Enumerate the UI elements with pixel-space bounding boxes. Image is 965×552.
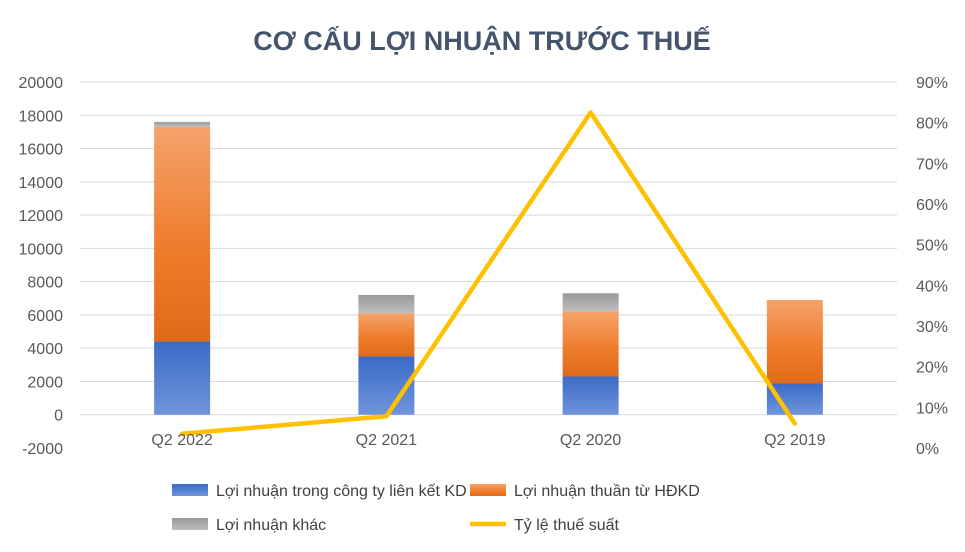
category-label: Q2 2020 [560, 432, 621, 449]
left-tick-label: 18000 [19, 108, 64, 125]
legend-swatch [172, 484, 208, 496]
right-tick-label: 0% [916, 441, 939, 458]
bar-segment [358, 313, 415, 357]
right-tick-label: 80% [916, 116, 948, 133]
left-tick-label: 10000 [19, 241, 64, 258]
legend-swatch [470, 484, 506, 496]
left-tick-label: 12000 [19, 208, 64, 225]
left-tick-label: 2000 [27, 374, 63, 391]
left-tick-label: 20000 [19, 75, 64, 92]
bar-segment [562, 293, 619, 312]
category-label: Q2 2022 [151, 432, 212, 449]
category-axis-ticks: Q2 2022 Q2 2021 Q2 2020 Q2 2019 [151, 432, 825, 449]
left-tick-label: 8000 [27, 275, 63, 292]
category-label: Q2 2021 [356, 432, 417, 449]
tax-rate-line-layer [179, 110, 798, 437]
left-tick-label: -2000 [22, 441, 63, 458]
legend-label: Tỷ lệ thuế suất [514, 517, 620, 534]
tax-rate-line [179, 110, 798, 437]
legend-label: Lợi nhuận thuần từ HĐKD [514, 483, 700, 500]
legend: Lợi nhuận trong công ty liên kết KD Lợi n… [172, 483, 700, 534]
gridlines [80, 81, 897, 416]
right-tick-label: 70% [916, 156, 948, 173]
left-tick-label: 16000 [19, 142, 64, 159]
right-tick-label: 60% [916, 197, 948, 214]
bar-segment [766, 383, 823, 415]
legend-label: Lợi nhuận trong công ty liên kết KD [216, 483, 467, 500]
bar-segment [358, 294, 415, 314]
right-tick-label: 20% [916, 360, 948, 377]
bar-segment [562, 376, 619, 415]
bar-segment [154, 126, 211, 342]
bar-segment [154, 121, 211, 127]
right-tick-label: 40% [916, 278, 948, 295]
legend-label: Lợi nhuận khác [216, 517, 326, 534]
bar-segment [154, 341, 211, 415]
right-tick-label: 10% [916, 400, 948, 417]
left-axis-ticks: -2000 0 2000 4000 6000 8000 10000 12000 14000 160… [19, 75, 64, 458]
bar-segment [562, 311, 619, 377]
right-axis-ticks: 0% 10% 20% 30% 40% 50% 60% 70% 80% 90% [916, 75, 948, 458]
right-tick-label: 50% [916, 238, 948, 255]
right-tick-label: 30% [916, 319, 948, 336]
bars [154, 121, 823, 415]
bar-segment [766, 299, 823, 384]
left-tick-label: 0 [54, 408, 63, 425]
chart-title: CƠ CẤU LỢI NHUẬN TRƯỚC THUẾ [253, 25, 710, 56]
left-tick-label: 4000 [27, 341, 63, 358]
legend-swatch [172, 518, 208, 530]
left-tick-label: 14000 [19, 175, 64, 192]
left-tick-label: 6000 [27, 308, 63, 325]
right-tick-label: 90% [916, 75, 948, 92]
category-label: Q2 2019 [764, 432, 825, 449]
